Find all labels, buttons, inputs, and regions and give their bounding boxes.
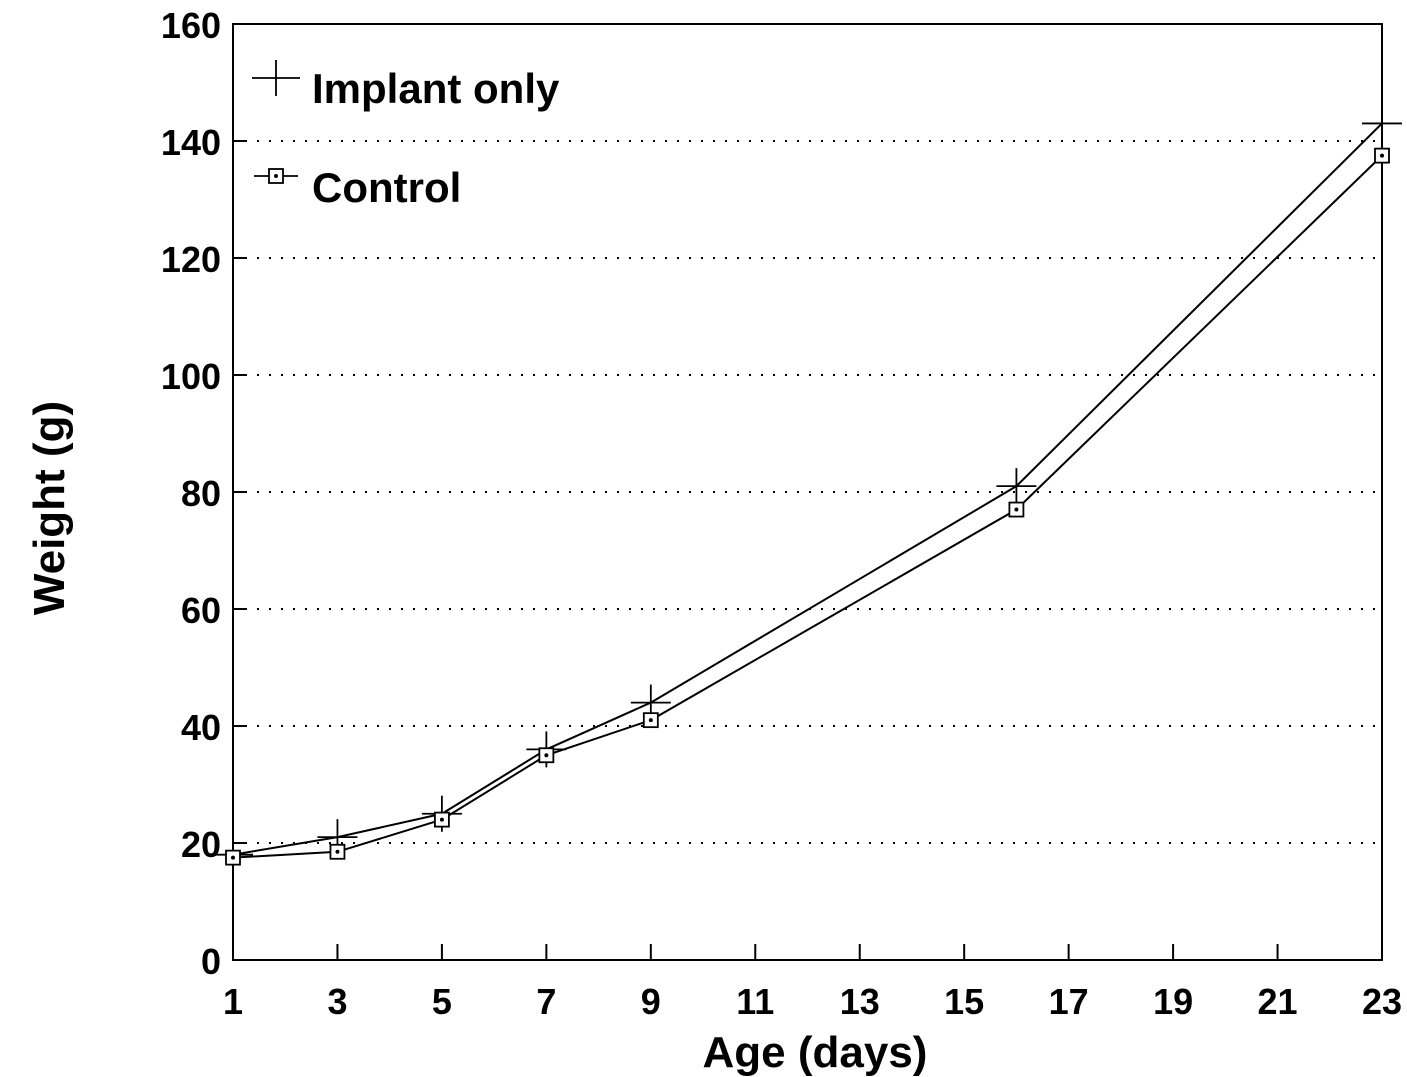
series-control (225, 147, 1390, 866)
grid-lines (233, 140, 1382, 844)
x-tick-label-1: 1 (223, 981, 243, 1022)
y-tick-label-100: 100 (161, 356, 221, 397)
x-tick-label-21: 21 (1258, 981, 1298, 1022)
square-marker-dot (439, 817, 444, 822)
square-marker-dot (335, 849, 340, 854)
data-point-control (434, 811, 450, 828)
legend-label-control: Control (312, 164, 461, 211)
data-point-implant-only (996, 468, 1037, 505)
square-marker-dot (1380, 153, 1384, 158)
series-group (213, 105, 1402, 873)
x-tick-label-9: 9 (641, 981, 661, 1022)
y-tick-label-0: 0 (201, 941, 221, 982)
data-point-control (225, 849, 241, 866)
y-tick-label-40: 40 (181, 707, 221, 748)
square-marker-dot (648, 718, 653, 723)
series-line-control (232, 154, 1383, 859)
square-marker-dot (1014, 507, 1019, 512)
x-axis-title: Age (days) (703, 1028, 928, 1077)
x-tick-label-7: 7 (536, 981, 556, 1022)
x-tick-label-23: 23 (1362, 981, 1402, 1022)
y-tick-label-140: 140 (161, 122, 221, 163)
data-point-control (642, 712, 659, 729)
y-tick-label-20: 20 (181, 824, 221, 865)
y-tick-label-120: 120 (161, 239, 221, 280)
data-point-implant-only (1362, 105, 1402, 142)
x-tick-label-3: 3 (327, 981, 347, 1022)
y-tick-label-160: 160 (161, 5, 221, 46)
legend-label-implant-only: Implant only (312, 65, 560, 112)
x-tick-label-17: 17 (1049, 981, 1089, 1022)
data-point-control (1374, 147, 1390, 164)
y-axis-title: Weight (g) (25, 401, 74, 615)
x-tick-label-19: 19 (1153, 981, 1193, 1022)
y-tick-label-80: 80 (181, 473, 221, 514)
legend-item-implant-only: Implant only (252, 60, 560, 112)
x-tick-label-11: 11 (736, 981, 774, 1022)
y-tick-label-60: 60 (181, 590, 221, 631)
series-line-implant-only (232, 122, 1383, 856)
data-point-control (1008, 501, 1025, 518)
data-point-control (329, 843, 346, 860)
x-tick-label-5: 5 (432, 981, 452, 1022)
x-tick-label-15: 15 (944, 981, 984, 1022)
series-implant-only (213, 105, 1402, 873)
square-marker-dot (231, 855, 235, 860)
x-tick-label-13: 13 (840, 981, 880, 1022)
data-point-control (538, 747, 555, 764)
legend-item-control: Control (254, 164, 461, 211)
square-marker-dot (544, 753, 549, 758)
legend: Implant only Control (252, 60, 560, 211)
legend-square-marker-dot (274, 174, 278, 178)
